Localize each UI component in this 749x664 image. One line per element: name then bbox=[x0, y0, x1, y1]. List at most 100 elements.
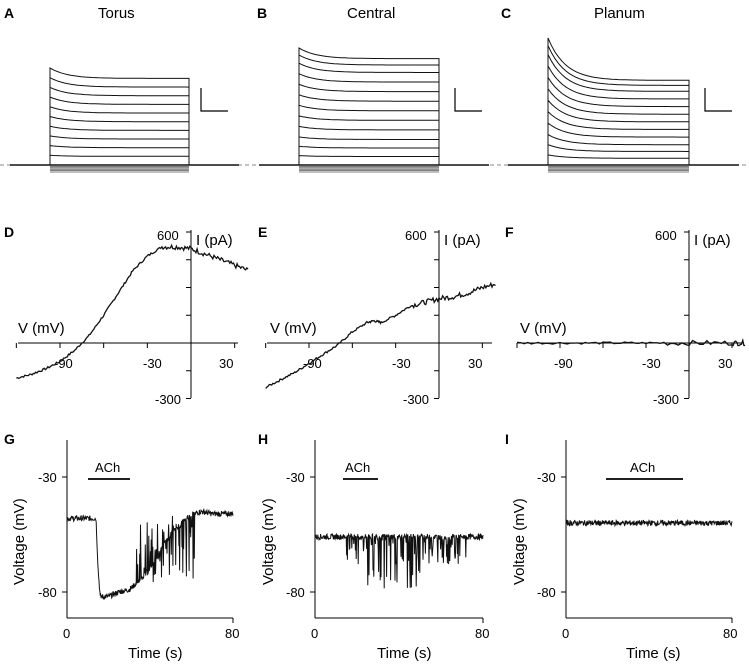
current-traces-torus bbox=[10, 67, 239, 173]
ach-label: ACh bbox=[95, 460, 120, 475]
current-trace bbox=[547, 110, 690, 165]
y-axis-label: I (pA) bbox=[444, 232, 481, 249]
panel-label-h: H bbox=[258, 431, 268, 447]
current-trace bbox=[547, 133, 690, 165]
current-trace bbox=[298, 83, 440, 165]
x-axis-label: V (mV) bbox=[520, 320, 567, 337]
x-axis-label: Time (s) bbox=[626, 645, 680, 662]
iv-panel-e: 600 -300 I (pA) V (mV) -90 -30 30 bbox=[265, 228, 496, 407]
current-trace bbox=[49, 67, 190, 165]
x-tick-minus90: -90 bbox=[303, 356, 322, 371]
x-tick-80: 80 bbox=[475, 626, 489, 641]
y-tick-minus300: -300 bbox=[155, 392, 181, 407]
x-tick-0: 0 bbox=[63, 626, 70, 641]
iv-curve bbox=[516, 337, 746, 347]
panel-label-g: G bbox=[4, 431, 15, 447]
x-tick-minus90: -90 bbox=[554, 356, 573, 371]
current-trace bbox=[547, 64, 690, 165]
current-trace bbox=[298, 72, 440, 165]
current-trace bbox=[49, 96, 190, 165]
y-tick-600: 600 bbox=[157, 228, 179, 243]
panel-label-c: C bbox=[501, 5, 511, 21]
panel-label-b: B bbox=[257, 5, 267, 21]
current-trace bbox=[298, 94, 440, 165]
current-trace bbox=[49, 106, 190, 165]
current-trace bbox=[298, 54, 440, 165]
y-tick-600: 600 bbox=[655, 228, 677, 243]
panel-label-d: D bbox=[4, 224, 14, 240]
y-tick-minus300: -300 bbox=[653, 392, 679, 407]
ach-panel-g: -30 -80 0 80 Time (s) Voltage (mV) ACh bbox=[11, 440, 239, 662]
x-tick-80: 80 bbox=[225, 626, 239, 641]
x-axis-label: Time (s) bbox=[377, 645, 431, 662]
scale-bar-c bbox=[704, 88, 732, 112]
voltage-trace bbox=[565, 518, 733, 528]
current-trace bbox=[547, 54, 690, 165]
y-axis-label: Voltage (mV) bbox=[260, 498, 277, 585]
x-tick-minus30: -30 bbox=[143, 356, 162, 371]
y-tick-minus80: -80 bbox=[286, 585, 305, 600]
current-trace bbox=[547, 37, 690, 165]
panel-label-f: F bbox=[505, 224, 514, 240]
panel-label-i: I bbox=[505, 431, 509, 447]
current-trace bbox=[547, 87, 690, 165]
current-trace bbox=[547, 143, 690, 165]
current-trace bbox=[49, 145, 190, 165]
current-trace bbox=[298, 145, 440, 165]
current-trace bbox=[547, 75, 690, 165]
scale-bar-b bbox=[454, 88, 482, 112]
x-axis-label: V (mV) bbox=[270, 320, 317, 337]
y-axis-label: Voltage (mV) bbox=[511, 498, 528, 585]
x-tick-30: 30 bbox=[219, 356, 233, 371]
current-trace bbox=[547, 45, 690, 165]
x-tick-30: 30 bbox=[468, 356, 482, 371]
current-trace bbox=[298, 115, 440, 165]
current-trace bbox=[49, 86, 190, 165]
scale-bar-a bbox=[200, 88, 228, 112]
voltage-trace bbox=[66, 508, 234, 601]
x-tick-30: 30 bbox=[718, 356, 732, 371]
x-tick-minus90: -90 bbox=[54, 356, 73, 371]
ach-panel-i: -30 -80 0 80 Time (s) Voltage (mV) ACh bbox=[511, 440, 737, 662]
ach-label: ACh bbox=[630, 460, 655, 475]
y-tick-minus80: -80 bbox=[38, 585, 57, 600]
iv-panel-f: 600 -300 I (pA) V (mV) -90 -30 30 bbox=[516, 228, 746, 407]
current-trace bbox=[49, 115, 190, 165]
x-tick-0: 0 bbox=[311, 626, 318, 641]
title-planum: Planum bbox=[594, 5, 645, 22]
x-axis-label: Time (s) bbox=[128, 645, 182, 662]
title-central: Central bbox=[347, 5, 395, 22]
y-axis-label: I (pA) bbox=[694, 232, 731, 249]
current-traces-central bbox=[259, 47, 489, 173]
current-trace bbox=[49, 125, 190, 165]
x-axis-label: V (mV) bbox=[18, 320, 65, 337]
y-tick-minus30: -30 bbox=[38, 470, 57, 485]
current-trace bbox=[547, 154, 690, 165]
current-trace bbox=[49, 76, 190, 165]
current-trace bbox=[547, 122, 690, 165]
current-trace bbox=[298, 125, 440, 165]
iv-panel-d: 600 -300 I (pA) V (mV) -90 -30 30 bbox=[15, 228, 249, 407]
y-tick-minus30: -30 bbox=[537, 470, 556, 485]
current-trace bbox=[298, 62, 440, 165]
current-trace bbox=[298, 104, 440, 165]
current-trace bbox=[298, 136, 440, 165]
x-tick-0: 0 bbox=[562, 626, 569, 641]
y-tick-minus30: -30 bbox=[286, 470, 305, 485]
current-traces-planum bbox=[508, 37, 739, 173]
current-trace bbox=[298, 155, 440, 165]
current-trace bbox=[547, 98, 690, 165]
current-trace bbox=[298, 47, 440, 165]
panel-label-e: E bbox=[258, 224, 267, 240]
y-tick-minus80: -80 bbox=[537, 585, 556, 600]
iv-curve bbox=[16, 243, 249, 380]
current-trace bbox=[49, 135, 190, 165]
x-tick-minus30: -30 bbox=[392, 356, 411, 371]
voltage-trace bbox=[314, 532, 484, 589]
ach-label: ACh bbox=[345, 460, 370, 475]
x-tick-80: 80 bbox=[723, 626, 737, 641]
current-trace bbox=[49, 154, 190, 165]
iv-curve bbox=[265, 281, 496, 389]
x-tick-minus30: -30 bbox=[642, 356, 661, 371]
